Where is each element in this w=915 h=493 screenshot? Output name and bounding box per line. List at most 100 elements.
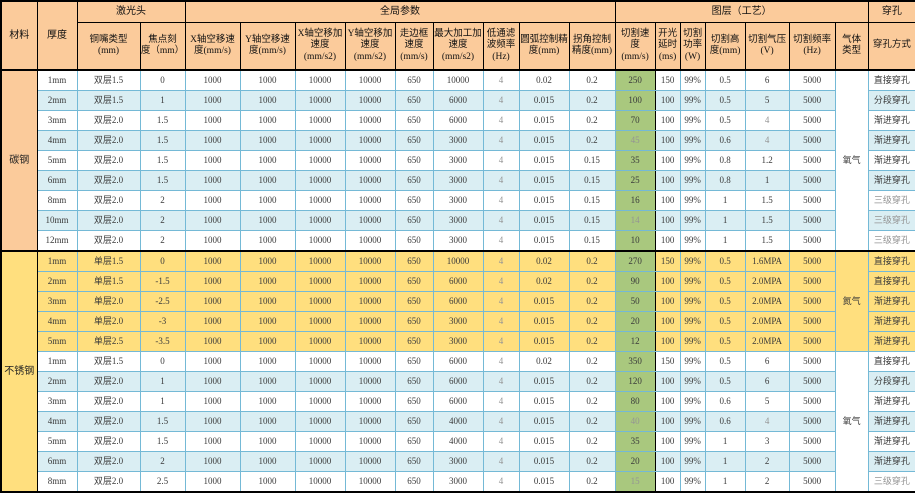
frame-speed-cell: 650 — [394, 291, 434, 312]
thickness-cell: 6mm — [36, 170, 78, 191]
lowpass-freq-cell: 4 — [482, 391, 520, 412]
x-travel-speed-cell: 1000 — [184, 110, 241, 131]
focus-scale-cell: 1 — [139, 90, 186, 111]
gas-type-cell: 氮气 — [834, 250, 869, 352]
arc-precision-cell: 0.015 — [518, 331, 570, 352]
thickness-cell: 1mm — [36, 351, 78, 372]
lowpass-freq-cell: 4 — [482, 190, 520, 211]
column-header: X轴空移加 速度 (mm/s2) — [294, 22, 346, 71]
frame-speed-cell: 650 — [394, 331, 434, 352]
frame-speed-cell: 650 — [394, 471, 434, 493]
thickness-cell: 3mm — [36, 110, 78, 131]
cut-frequency-cell: 5000 — [788, 471, 836, 493]
laser-on-delay-cell: 100 — [654, 311, 681, 332]
cut-speed-cell: 20 — [614, 311, 656, 332]
column-header: 走边框 速度 (mm/s) — [394, 22, 434, 71]
y-travel-speed-cell: 1000 — [239, 371, 296, 392]
cut-power-cell: 99% — [679, 250, 706, 272]
cut-frequency-cell: 5000 — [788, 210, 836, 231]
pierce-method-cell: 渐进穿孔 — [867, 451, 915, 472]
cut-frequency-cell: 5000 — [788, 170, 836, 191]
cut-power-cell: 99% — [679, 170, 706, 191]
cut-height-cell: 1 — [704, 451, 746, 472]
thickness-cell: 4mm — [36, 130, 78, 151]
cut-pressure-cell: 2 — [744, 471, 790, 493]
cut-power-cell: 99% — [679, 391, 706, 412]
cut-frequency-cell: 5000 — [788, 391, 836, 412]
max-process-accel-cell: 4000 — [432, 411, 484, 432]
x-travel-speed-cell: 1000 — [184, 471, 241, 493]
cut-frequency-cell: 5000 — [788, 110, 836, 131]
frame-speed-cell: 650 — [394, 130, 434, 151]
y-travel-accel-cell: 10000 — [344, 391, 396, 412]
frame-speed-cell: 650 — [394, 351, 434, 372]
column-header: 切割 功率 (W) — [679, 22, 706, 71]
frame-speed-cell: 650 — [394, 431, 434, 452]
cut-power-cell: 99% — [679, 110, 706, 131]
cut-pressure-cell: 6 — [744, 371, 790, 392]
arc-precision-cell: 0.02 — [518, 351, 570, 372]
max-process-accel-cell: 10000 — [432, 250, 484, 272]
header-group-row: 材料 厚度 激光头 全局参数 图层（工艺） 穿孔 — [0, 0, 915, 71]
y-travel-accel-cell: 10000 — [344, 371, 396, 392]
x-travel-accel-cell: 10000 — [294, 190, 346, 211]
nozzle-type-cell: 双层2.0 — [76, 391, 141, 412]
x-travel-speed-cell: 1000 — [184, 250, 241, 272]
nozzle-type-cell: 单层1.5 — [76, 250, 141, 272]
laser-on-delay-cell: 100 — [654, 210, 681, 231]
table-row: 12mm 双层2.0 2 1000 1000 10000 10000 650 3000 4 0.01… — [1, 230, 915, 252]
y-travel-speed-cell: 1000 — [239, 150, 296, 171]
arc-precision-cell: 0.015 — [518, 371, 570, 392]
pierce-method-cell: 分段穿孔 — [867, 90, 915, 111]
cut-speed-cell: 120 — [614, 371, 656, 392]
column-header: Y轴空移加 速度 (mm/s2) — [344, 22, 396, 71]
cut-speed-cell: 250 — [614, 69, 656, 91]
column-header: Y轴空移速 度(mm/s) — [239, 22, 296, 71]
header-column-row: 铜嘴类型 (mm) 焦点刻 度（mm） X轴空移速 度(mm/s) Y轴空移速 度(m… — [1, 22, 915, 71]
y-travel-accel-cell: 10000 — [344, 110, 396, 131]
x-travel-accel-cell: 10000 — [294, 210, 346, 231]
laser-on-delay-cell: 100 — [654, 170, 681, 191]
arc-precision-cell: 0.015 — [518, 150, 570, 171]
max-process-accel-cell: 6000 — [432, 271, 484, 292]
corner-precision-cell: 0.15 — [568, 210, 616, 231]
cut-height-cell: 1 — [704, 230, 746, 252]
corner-precision-cell: 0.2 — [568, 431, 616, 452]
x-travel-speed-cell: 1000 — [184, 451, 241, 472]
cut-pressure-cell: 2.0MPA — [744, 331, 790, 352]
laser-on-delay-cell: 100 — [654, 90, 681, 111]
cut-power-cell: 99% — [679, 150, 706, 171]
x-travel-accel-cell: 10000 — [294, 130, 346, 151]
cut-height-cell: 1 — [704, 471, 746, 493]
table-row: 8mm 双层2.0 2 1000 1000 10000 10000 650 3000 4 0.015… — [1, 190, 915, 211]
cut-speed-cell: 12 — [614, 331, 656, 352]
table-row: 4mm 双层2.0 1.5 1000 1000 10000 10000 650 3000 4 0.0… — [1, 130, 915, 151]
max-process-accel-cell: 3000 — [432, 471, 484, 493]
x-travel-accel-cell: 10000 — [294, 431, 346, 452]
cut-height-cell: 0.5 — [704, 351, 746, 372]
max-process-accel-cell: 3000 — [432, 331, 484, 352]
corner-precision-cell: 0.15 — [568, 190, 616, 211]
table-header: 材料 厚度 激光头 全局参数 图层（工艺） 穿孔 铜嘴类型 (mm) 焦点刻 度（mm） X轴空… — [0, 0, 915, 71]
nozzle-type-cell: 双层2.0 — [76, 230, 141, 252]
pierce-method-cell: 三级穿孔 — [867, 210, 915, 231]
laser-on-delay-cell: 100 — [654, 130, 681, 151]
x-travel-speed-cell: 1000 — [184, 391, 241, 412]
thickness-cell: 3mm — [36, 391, 78, 412]
cut-pressure-cell: 3 — [744, 431, 790, 452]
table-row: 2mm 单层1.5 -1.5 1000 1000 10000 10000 650 6000 4 0.… — [1, 271, 915, 292]
arc-precision-cell: 0.02 — [518, 250, 570, 272]
cut-speed-cell: 20 — [614, 451, 656, 472]
cut-speed-cell: 350 — [614, 351, 656, 372]
table-row: 10mm 双层2.0 2 1000 1000 10000 10000 650 3000 4 0.01… — [1, 210, 915, 231]
x-travel-speed-cell: 1000 — [184, 331, 241, 352]
y-travel-accel-cell: 10000 — [344, 170, 396, 191]
cut-speed-cell: 35 — [614, 431, 656, 452]
focus-scale-cell: 2 — [139, 190, 186, 211]
cut-frequency-cell: 5000 — [788, 90, 836, 111]
y-travel-speed-cell: 1000 — [239, 90, 296, 111]
cut-frequency-cell: 5000 — [788, 431, 836, 452]
y-travel-accel-cell: 10000 — [344, 471, 396, 493]
y-travel-accel-cell: 10000 — [344, 69, 396, 91]
